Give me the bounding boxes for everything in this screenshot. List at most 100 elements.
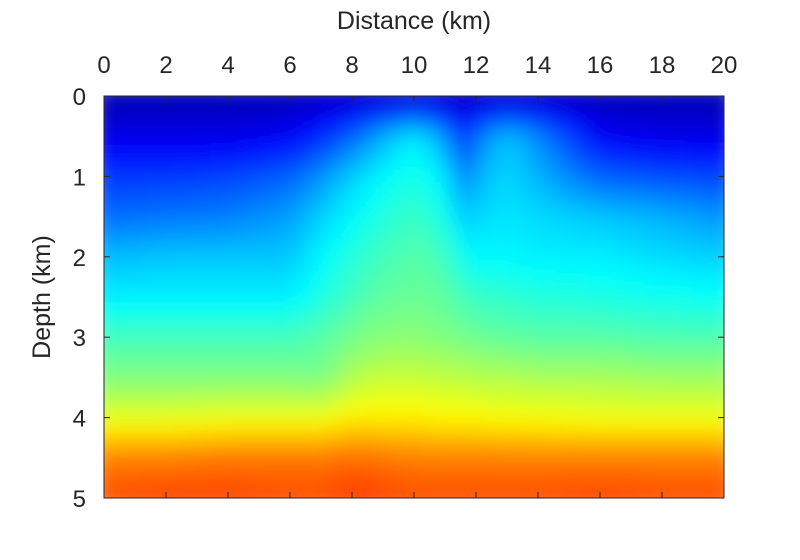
heatmap-cell [321,96,328,103]
heatmap-cell [383,240,390,248]
heatmap-cell [370,121,378,129]
heatmap-cell [104,102,111,110]
heatmap-cell [668,165,675,172]
heatmap-cell [271,190,279,198]
heatmap-cell [476,152,483,160]
heatmap-cell [370,359,378,367]
heatmap-cell [730,240,737,247]
heatmap-cell [730,109,737,116]
heatmap-cell [190,353,198,361]
heatmap-cell [686,353,694,361]
heatmap-cell [500,315,508,323]
heatmap-cell [221,309,229,317]
heatmap-cell [358,359,365,367]
heatmap-cell [662,114,669,122]
heatmap-cell [569,246,576,254]
heatmap-cell [562,340,570,348]
heatmap-cell [228,83,235,90]
heatmap-cell [730,303,737,310]
heatmap-cell [730,278,737,285]
heatmap-cell [159,221,167,229]
heatmap-cell [668,152,675,160]
heatmap-cell [327,340,334,348]
heatmap-cell [643,378,651,386]
heatmap-cell [600,353,607,361]
heatmap-cell [668,139,675,147]
heatmap-cell [730,316,737,323]
heatmap-cell [166,190,173,198]
heatmap-cell [259,215,266,223]
heatmap-cell [277,190,285,198]
heatmap-cell [643,347,651,355]
heatmap-cell [302,378,310,386]
heatmap-cell [364,196,372,204]
heatmap-cell [569,322,576,330]
heatmap-cell [122,347,130,355]
heatmap-cell [92,83,99,90]
heatmap-cell [463,259,471,267]
heatmap-cell [277,196,285,204]
heatmap-cell [234,146,241,154]
heatmap-cell [314,271,322,279]
heatmap-cell [463,108,471,116]
heatmap-cell [314,322,322,330]
heatmap-cell [265,246,272,254]
heatmap-cell [538,127,545,135]
heatmap-cell [693,340,700,348]
heatmap-cell [519,227,527,235]
heatmap-cell [122,165,130,172]
heatmap-cell [395,221,403,229]
heatmap-cell [221,297,229,304]
heatmap-cell [643,340,651,348]
heatmap-cell [383,290,390,298]
heatmap-cell [401,353,409,361]
heatmap-cell [296,165,303,172]
heatmap-cell [581,146,589,154]
heatmap-cell [438,108,446,116]
heatmap-cell [414,265,421,273]
heatmap-cell [519,171,527,179]
heatmap-cell [662,96,669,103]
heatmap-cell [159,183,167,191]
heatmap-cell [457,246,465,254]
heatmap-cell [321,290,328,298]
heatmap-cell [240,158,248,166]
heatmap-cell [606,209,613,216]
heatmap-cell [649,378,657,386]
heatmap-cell [457,114,465,122]
heatmap-cell [296,366,303,373]
heatmap-cell [445,284,452,292]
heatmap-cell [438,114,446,122]
heatmap-cell [488,127,496,135]
heatmap-cell [197,102,204,110]
heatmap-cell [655,165,663,172]
heatmap-cell [215,108,223,116]
heatmap-cell [420,359,427,367]
heatmap-cell [606,240,613,248]
heatmap-cell [500,96,508,103]
heatmap-cell [693,322,700,330]
heatmap-cell [92,203,99,210]
heatmap-cell [569,196,576,204]
heatmap-cell [321,158,328,166]
heatmap-cell [420,83,427,90]
heatmap-cell [494,246,502,254]
heatmap-cell [606,334,613,342]
heatmap-cell [321,177,328,185]
heatmap-cell [550,284,558,292]
heatmap-cell [432,372,440,380]
heatmap-cell [531,246,539,254]
heatmap-cell [252,265,260,273]
heatmap-cell [717,271,724,279]
heatmap-cell [376,127,384,135]
heatmap-cell [147,114,155,122]
heatmap-cell [600,177,607,185]
heatmap-cell [668,271,675,279]
heatmap-cell [631,297,638,304]
heatmap-cell [296,83,303,90]
heatmap-cell [228,221,235,229]
heatmap-cell [277,96,285,103]
heatmap-cell [271,246,279,254]
heatmap-cell [606,227,613,235]
heatmap-cell [451,133,458,141]
